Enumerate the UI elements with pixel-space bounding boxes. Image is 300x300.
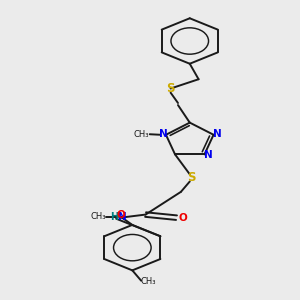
Text: S: S bbox=[167, 82, 175, 95]
Text: N: N bbox=[118, 212, 127, 222]
Text: N: N bbox=[159, 129, 167, 139]
Text: O: O bbox=[116, 210, 125, 220]
Text: O: O bbox=[178, 213, 187, 223]
Text: N: N bbox=[204, 150, 212, 160]
Text: CH₃: CH₃ bbox=[91, 212, 106, 221]
Text: H: H bbox=[111, 212, 119, 222]
Text: S: S bbox=[187, 171, 196, 184]
Text: N: N bbox=[213, 129, 222, 139]
Text: CH₃: CH₃ bbox=[133, 130, 149, 139]
Text: CH₃: CH₃ bbox=[141, 277, 156, 286]
